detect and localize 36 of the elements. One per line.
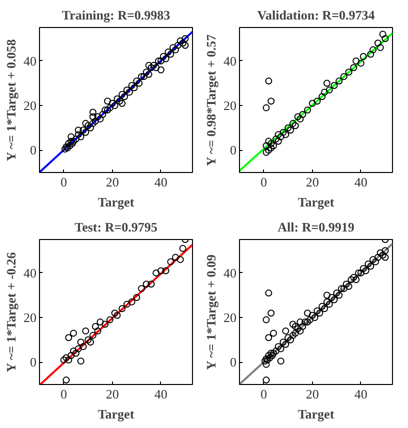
chart-title: Validation: R=0.9734 xyxy=(257,8,376,22)
y-axis-title: Y ~= 0.98*Target + 0.57 xyxy=(204,34,218,166)
y-tick-label: 0 xyxy=(230,354,236,370)
x-tick-label: 40 xyxy=(154,174,168,190)
x-axis-title: Target xyxy=(98,406,135,422)
x-tick-label: 0 xyxy=(260,174,268,190)
y-tick-label: 0 xyxy=(30,142,36,158)
x-tick-label: 40 xyxy=(354,174,368,190)
y-tick-label: 40 xyxy=(24,265,36,280)
y-tick-label: 40 xyxy=(224,265,236,280)
chart-title: Test: R=0.9795 xyxy=(74,220,158,234)
x-tick-label: 20 xyxy=(106,174,119,190)
x-tick-label: 0 xyxy=(60,174,68,190)
y-tick-label: 20 xyxy=(224,98,236,114)
y-tick-label: 0 xyxy=(30,354,36,370)
x-tick-label: 0 xyxy=(260,386,268,402)
y-tick-label: 40 xyxy=(224,53,236,68)
x-axis-title: Target xyxy=(298,406,335,422)
chart-title: Training: R=0.9983 xyxy=(62,8,171,22)
x-axis-title: Target xyxy=(98,194,135,210)
x-tick-label: 20 xyxy=(306,174,319,190)
x-tick-label: 40 xyxy=(154,386,168,402)
x-axis-title: Target xyxy=(298,194,335,210)
x-tick-label: 40 xyxy=(354,386,368,402)
y-tick-label: 40 xyxy=(24,53,36,68)
x-tick-label: 0 xyxy=(60,386,68,402)
y-axis-title: Y ~= 1*Target + 0.09 xyxy=(204,254,218,370)
y-tick-label: 20 xyxy=(24,98,36,114)
y-tick-label: 20 xyxy=(224,310,236,326)
y-axis-title: Y ~= 1*Target + -0.26 xyxy=(4,252,18,372)
y-axis-title: Y ~= 1*Target + 0.058 xyxy=(4,38,18,162)
chart-title: All: R=0.9919 xyxy=(278,220,355,234)
y-tick-label: 0 xyxy=(230,142,236,158)
x-tick-label: 20 xyxy=(106,386,119,402)
x-tick-label: 20 xyxy=(306,386,319,402)
y-tick-label: 20 xyxy=(24,310,36,326)
